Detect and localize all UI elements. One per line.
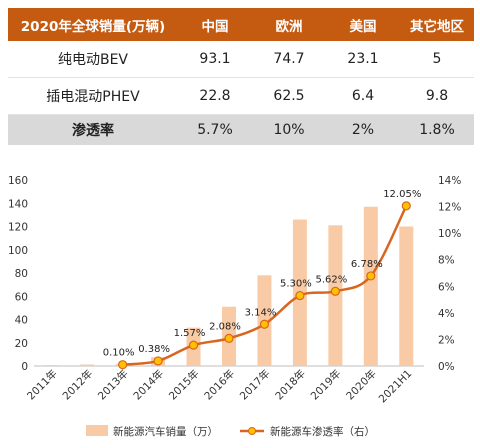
- x-tick-label: 2015年: [166, 367, 202, 403]
- table-cell: 5: [400, 41, 474, 78]
- penetration-data-label: 0.38%: [138, 344, 170, 355]
- table-cell: 62.5: [252, 77, 326, 115]
- y-left-tick-label: 0: [21, 361, 28, 373]
- y-left-tick-label: 20: [15, 338, 28, 350]
- y-left-tick-label: 140: [8, 198, 28, 210]
- table-cell: 5.7%: [178, 114, 252, 145]
- table-row: 纯电动BEV 93.1 74.7 23.1 5: [8, 41, 474, 78]
- sales-penetration-chart: 0 20 40 60 80 100 120 140 160 0% 2% 4% 6% 8% 10% 12% 14%…: [8, 175, 461, 438]
- sales-bar: [399, 226, 414, 366]
- x-tick-label: 2018年: [273, 367, 309, 403]
- y-left-tick-label: 80: [15, 268, 28, 280]
- table-cell: 23.1: [326, 41, 400, 78]
- penetration-point: [330, 286, 340, 296]
- legend-swatch-bar: [86, 425, 108, 436]
- x-tick-label: 2016年: [202, 367, 238, 403]
- x-tick-label: 2021H1: [377, 368, 415, 406]
- line-series: [118, 201, 411, 370]
- x-tick-label: 2011年: [24, 367, 60, 403]
- y-right-tick-label: 4%: [438, 308, 455, 320]
- x-tick-label: 2012年: [60, 367, 96, 403]
- data-labels: 0.10% 0.38% 1.57%2.08% 3.14% 5.30% 5.62% 6.78%…: [103, 189, 422, 359]
- penetration-data-label: 12.05%: [383, 189, 421, 200]
- x-tick-label: 2013年: [95, 367, 131, 403]
- y-right-tick-label: 2%: [438, 334, 455, 346]
- x-tick-label: 2019年: [308, 367, 344, 403]
- table-cell: 2%: [326, 114, 400, 145]
- legend-label-penetration: 新能源车渗透率（右）: [270, 425, 375, 438]
- row-label-penetration: 渗透率: [8, 114, 178, 145]
- y-left-tick-label: 120: [8, 222, 28, 234]
- penetration-point: [188, 340, 199, 350]
- table-header-other: 其它地区: [400, 8, 474, 41]
- sales-table: 2020年全球销量(万辆) 中国 欧洲 美国 其它地区 纯电动BEV 93.1 …: [8, 8, 474, 145]
- chart-legend: 新能源汽车销量（万） 新能源车渗透率（右）: [86, 425, 375, 438]
- penetration-point: [153, 356, 163, 366]
- penetration-data-label: 5.62%: [315, 274, 347, 285]
- chart-axes: 0 20 40 60 80 100 120 140 160 0% 2% 4% 6% 8% 10% 12% 14%…: [8, 175, 461, 405]
- y-right-tick-label: 6%: [438, 281, 455, 293]
- table-row: 插电混动PHEV 22.8 62.5 6.4 9.8: [8, 77, 474, 115]
- x-tick-label: 2017年: [237, 367, 273, 403]
- penetration-point: [366, 271, 376, 281]
- table-row-penetration: 渗透率 5.7% 10% 2% 1.8%: [8, 114, 474, 145]
- bar-series: [44, 206, 414, 366]
- penetration-point: [259, 319, 270, 329]
- y-left-tick-label: 100: [8, 245, 28, 257]
- table-header-title: 2020年全球销量(万辆): [8, 8, 178, 41]
- x-tick-label: 2020年: [343, 367, 379, 403]
- y-right-tick-label: 10%: [438, 228, 461, 240]
- table-header-china: 中国: [178, 8, 252, 41]
- x-tick-label: 2014年: [131, 367, 167, 403]
- table-cell: 9.8: [400, 77, 474, 115]
- table-cell: 6.4: [326, 77, 400, 115]
- penetration-point: [295, 290, 305, 301]
- y-left-tick-label: 60: [15, 291, 28, 303]
- penetration-data-label: 6.78%: [351, 259, 383, 270]
- table-header-europe: 欧洲: [252, 8, 326, 41]
- y-right-tick-label: 8%: [438, 255, 455, 267]
- penetration-data-label: 3.14%: [245, 307, 277, 318]
- y-right-tick-label: 12%: [438, 202, 461, 214]
- penetration-data-label: 1.57%: [174, 328, 206, 339]
- table-cell: 74.7: [252, 41, 326, 78]
- penetration-data-label: 5.30%: [280, 279, 312, 290]
- penetration-data-label: 2.08%: [209, 321, 241, 332]
- row-label-phev: 插电混动PHEV: [8, 77, 178, 115]
- table-header-usa: 美国: [326, 8, 400, 41]
- y-right-tick-label: 14%: [438, 175, 461, 187]
- row-label-bev: 纯电动BEV: [8, 41, 178, 78]
- table-cell: 22.8: [178, 77, 252, 115]
- table-cell: 10%: [252, 114, 326, 145]
- penetration-point: [401, 201, 411, 211]
- table-cell: 93.1: [178, 41, 252, 78]
- penetration-data-label: 0.10%: [103, 348, 135, 359]
- sales-bar: [80, 364, 95, 366]
- y-right-tick-label: 0%: [438, 361, 455, 373]
- sales-bar: [363, 206, 378, 366]
- table-cell: 1.8%: [400, 114, 474, 145]
- sales-bar: [44, 365, 59, 366]
- legend-swatch-marker: [248, 427, 256, 435]
- legend-label-sales: 新能源汽车销量（万）: [113, 425, 218, 438]
- y-left-tick-label: 160: [8, 175, 28, 187]
- y-left-tick-label: 40: [15, 315, 28, 327]
- penetration-point: [224, 333, 234, 343]
- table-header-row: 2020年全球销量(万辆) 中国 欧洲 美国 其它地区: [8, 8, 474, 41]
- penetration-point: [118, 360, 128, 370]
